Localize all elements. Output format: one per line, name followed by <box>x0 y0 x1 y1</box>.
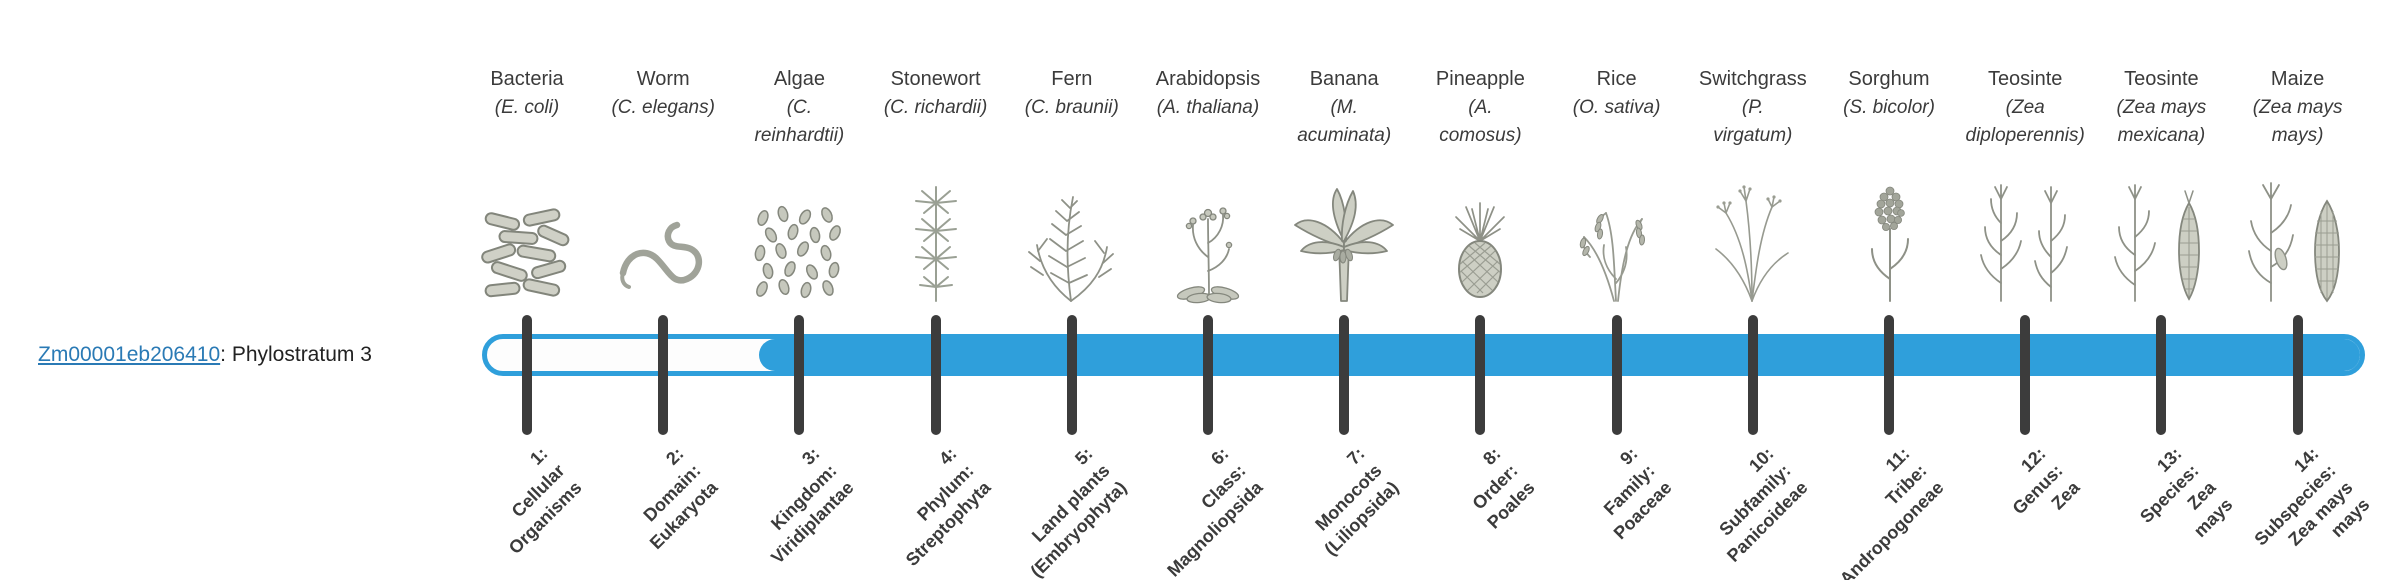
organism-scientific-name: (C. elegans) <box>611 97 715 118</box>
fern-icon <box>997 168 1147 304</box>
stratum-column: Pineapple (A. comosus) 8: Order: Poales <box>1405 0 1555 580</box>
algae-icon <box>724 168 874 304</box>
phylostratum-tick <box>794 315 805 435</box>
stonewort-icon <box>861 168 1011 304</box>
organism-scientific-name: mays) <box>2271 125 2324 146</box>
organism-scientific-name: (S. bicolor) <box>1843 97 1935 118</box>
stratum-column: Sorghum (S. bicolor) 11: Tribe: Andropogonea… <box>1814 0 1964 580</box>
organism-header: Worm (C. elegans) <box>588 64 738 122</box>
stratum-column: Rice (O. sativa) 9: Family: Poaceae <box>1542 0 1692 580</box>
arabidopsis-icon <box>1133 168 1283 304</box>
stratum-column: Fern (C. braunii) 5: Land plants (Embryophyt… <box>997 0 1147 580</box>
stratum-column: Banana (M. acuminata) 7: Monocots (Liliopsida… <box>1269 0 1419 580</box>
organism-common-name: Fern <box>1051 68 1093 90</box>
teosinte-mexicana-icon <box>2086 168 2236 304</box>
organism-header: Algae (C. reinhardtii) <box>724 64 874 150</box>
stratum-column: Maize (Zea mays mays) 14: Subspecies: Zea may… <box>2223 0 2373 580</box>
organism-common-name: Banana <box>1309 68 1379 90</box>
organism-scientific-name: (P. <box>1741 97 1764 118</box>
organism-common-name: Bacteria <box>490 68 564 90</box>
organism-header: Switchgrass (P. virgatum) <box>1678 64 1828 150</box>
organism-scientific-name: comosus) <box>1439 125 1522 146</box>
track-fill <box>759 339 2360 371</box>
organism-header: Maize (Zea mays mays) <box>2223 64 2373 150</box>
phylostratum-tick <box>1611 315 1622 435</box>
sorghum-icon <box>1814 168 1964 304</box>
organism-scientific-name: diploperennis) <box>1965 125 2085 146</box>
phylostratum-tick <box>2156 315 2167 435</box>
phylostratum-tick <box>522 315 532 435</box>
organism-scientific-name: (C. richardii) <box>883 97 988 118</box>
phylostratum-tick <box>658 315 669 435</box>
organism-scientific-name: (E. coli) <box>494 97 560 118</box>
organism-header: Banana (M. acuminata) <box>1269 64 1419 150</box>
organism-common-name: Maize <box>2270 68 2325 90</box>
gene-id-link[interactable]: Zm00001eb206410 <box>38 343 221 366</box>
organism-scientific-name: acuminata) <box>1297 125 1392 146</box>
organism-common-name: Switchgrass <box>1698 68 1807 90</box>
organism-scientific-name: (Zea mays <box>2252 97 2343 118</box>
phylostratum-tick <box>2292 315 2303 435</box>
organism-scientific-name: (Zea <box>2005 97 2045 118</box>
phylostratum-tick <box>1339 315 1350 435</box>
phylostratum-tick <box>1747 315 1758 435</box>
organism-header: Teosinte (Zea mays mexicana) <box>2086 64 2236 150</box>
gene-label: Zm00001eb206410: Phylostratum 3 <box>38 341 372 369</box>
stratum-column: Stonewort (C. richardii) 4: Phylum: Streptop… <box>861 0 1011 580</box>
stratum-column: Arabidopsis (A. thaliana) 6: Class: Magnolio… <box>1133 0 1283 580</box>
switchgrass-icon <box>1678 168 1828 304</box>
stratum-column: Bacteria (E. coli) 1: Cellular Organisms <box>452 0 602 580</box>
organism-scientific-name: (A. thaliana) <box>1156 97 1260 118</box>
organism-scientific-name: (C. <box>786 97 813 118</box>
organism-common-name: Stonewort <box>890 68 981 90</box>
pineapple-icon <box>1405 168 1555 304</box>
organism-header: Arabidopsis (A. thaliana) <box>1133 64 1283 122</box>
stratum-column: Teosinte (Zea mays mexicana) 13: Species: Zea… <box>2086 0 2237 580</box>
gene-phylostratum-text: : Phylostratum 3 <box>220 343 372 366</box>
organism-common-name: Teosinte <box>1987 68 2063 90</box>
maize-icon <box>2223 168 2373 304</box>
organism-header: Sorghum (S. bicolor) <box>1814 64 1964 122</box>
organism-scientific-name: reinhardtii) <box>754 125 845 146</box>
organism-common-name: Pineapple <box>1435 68 1525 90</box>
organism-common-name: Algae <box>773 68 825 90</box>
organism-scientific-name: (Zea mays <box>2116 97 2207 118</box>
phylostratum-tick <box>2020 315 2031 435</box>
organism-header: Stonewort (C. richardii) <box>861 64 1011 122</box>
phylostratum-tick <box>1203 315 1213 435</box>
organism-common-name: Teosinte <box>2124 68 2199 90</box>
organism-scientific-name: (M. <box>1330 97 1358 118</box>
phylostratum-tick <box>930 315 941 435</box>
organism-common-name: Worm <box>636 68 690 90</box>
phylostratum-tick <box>1475 315 1486 435</box>
organism-scientific-name: (C. braunii) <box>1024 97 1119 118</box>
organism-common-name: Rice <box>1596 68 1637 90</box>
organism-scientific-name: (O. sativa) <box>1572 97 1661 118</box>
rice-icon <box>1542 168 1692 304</box>
bacteria-icon <box>452 168 602 304</box>
organism-scientific-name: virgatum) <box>1713 125 1793 146</box>
organism-header: Pineapple (A. comosus) <box>1405 64 1555 150</box>
stratum-column: Worm (C. elegans) 2: Domain: Eukaryota <box>588 0 738 580</box>
organism-header: Bacteria (E. coli) <box>452 64 602 122</box>
organism-header: Teosinte (Zea diploperennis) <box>1950 64 2100 150</box>
stratum-column: Switchgrass (P. virgatum) 10: Subfamily: Pani… <box>1678 0 1828 580</box>
organism-common-name: Arabidopsis <box>1155 68 1261 90</box>
stratum-column: Algae (C. reinhardtii) 3: Kingdom: Viridiplan… <box>724 0 874 580</box>
organism-scientific-name: (A. <box>1468 97 1493 118</box>
organism-common-name: Sorghum <box>1848 68 1930 90</box>
teosinte-diploperennis-icon <box>1950 168 2100 304</box>
worm-icon <box>588 168 738 304</box>
organism-header: Fern (C. braunii) <box>997 64 1147 122</box>
stratum-column: Teosinte (Zea diploperennis) 12: Genus: Zea <box>1950 0 2100 580</box>
organism-scientific-name: mexicana) <box>2117 125 2206 146</box>
banana-icon <box>1269 168 1419 304</box>
phylostratum-tick <box>1884 315 1894 435</box>
phylostratum-tick <box>1066 315 1077 435</box>
organism-header: Rice (O. sativa) <box>1542 64 1692 122</box>
